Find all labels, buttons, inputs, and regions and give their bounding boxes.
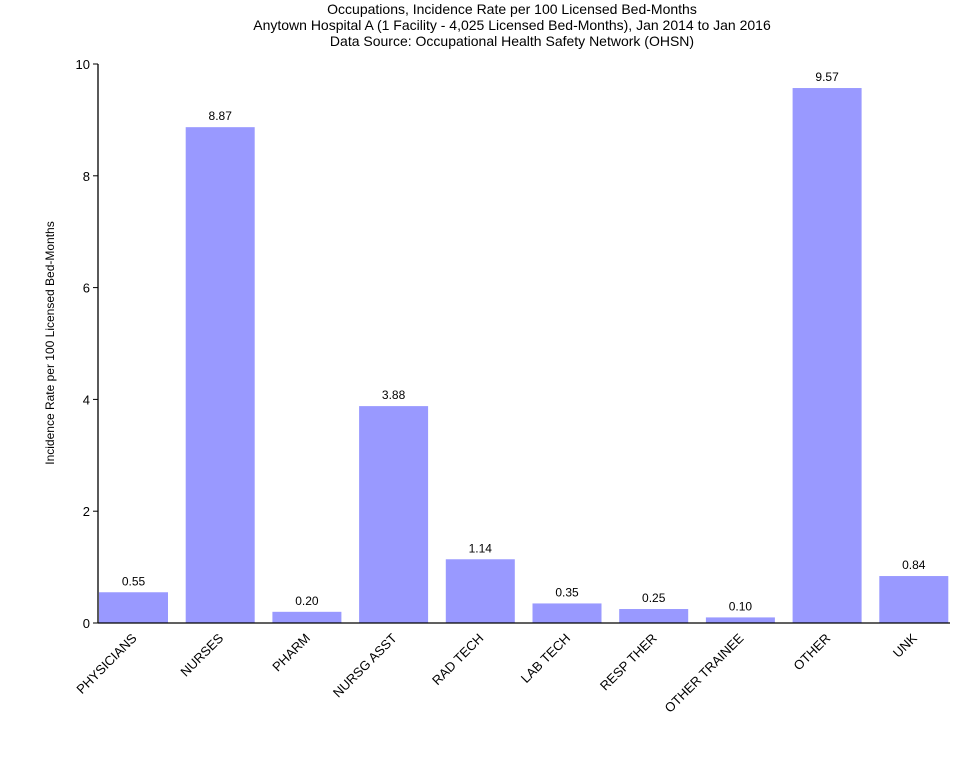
y-tick-label: 4	[83, 392, 90, 407]
data-label: 1.14	[469, 541, 493, 555]
data-label: 0.55	[122, 574, 146, 588]
y-tick-label: 2	[83, 504, 90, 519]
x-tick-label: RAD TECH	[429, 631, 486, 688]
data-label: 8.87	[209, 109, 233, 123]
data-label: 9.57	[815, 70, 839, 84]
bar	[532, 603, 602, 623]
bar	[272, 611, 342, 623]
chart-data-source: Data Source: Occupational Health Safety …	[330, 33, 694, 49]
bar	[705, 617, 775, 623]
x-tick-label: PHARM	[269, 631, 313, 675]
data-label: 0.35	[555, 585, 579, 599]
x-tick-label: RESP THER	[597, 631, 660, 694]
data-label: 0.25	[642, 591, 666, 605]
bar	[619, 609, 689, 623]
x-tick-label: OTHER	[790, 631, 833, 674]
bar	[359, 406, 429, 623]
x-tick-label: NURSES	[177, 630, 226, 679]
data-label: 3.88	[382, 388, 406, 402]
x-tick-label: UNK	[890, 630, 920, 660]
y-tick-label: 6	[83, 281, 90, 296]
y-tick-label: 0	[83, 616, 90, 631]
bar	[792, 88, 862, 624]
y-tick-label: 10	[76, 57, 90, 72]
x-tick-label: OTHER TRAINEE	[662, 630, 747, 715]
data-label: 0.84	[902, 558, 926, 572]
bar	[185, 127, 255, 624]
x-tick-label: NURSG ASST	[330, 630, 400, 700]
chart-title: Occupations, Incidence Rate per 100 Lice…	[327, 1, 697, 17]
y-axis-label: Incidence Rate per 100 Licensed Bed-Mont…	[43, 221, 57, 465]
data-label: 0.20	[295, 594, 319, 608]
x-tick-label: PHYSICIANS	[73, 630, 140, 697]
bar	[879, 576, 949, 623]
bar	[99, 592, 168, 623]
data-label: 0.10	[729, 599, 753, 613]
chart-subtitle: Anytown Hospital A (1 Facility - 4,025 L…	[253, 17, 771, 33]
bar	[445, 559, 515, 623]
x-tick-label: LAB TECH	[518, 631, 573, 686]
y-tick-label: 8	[83, 169, 90, 184]
